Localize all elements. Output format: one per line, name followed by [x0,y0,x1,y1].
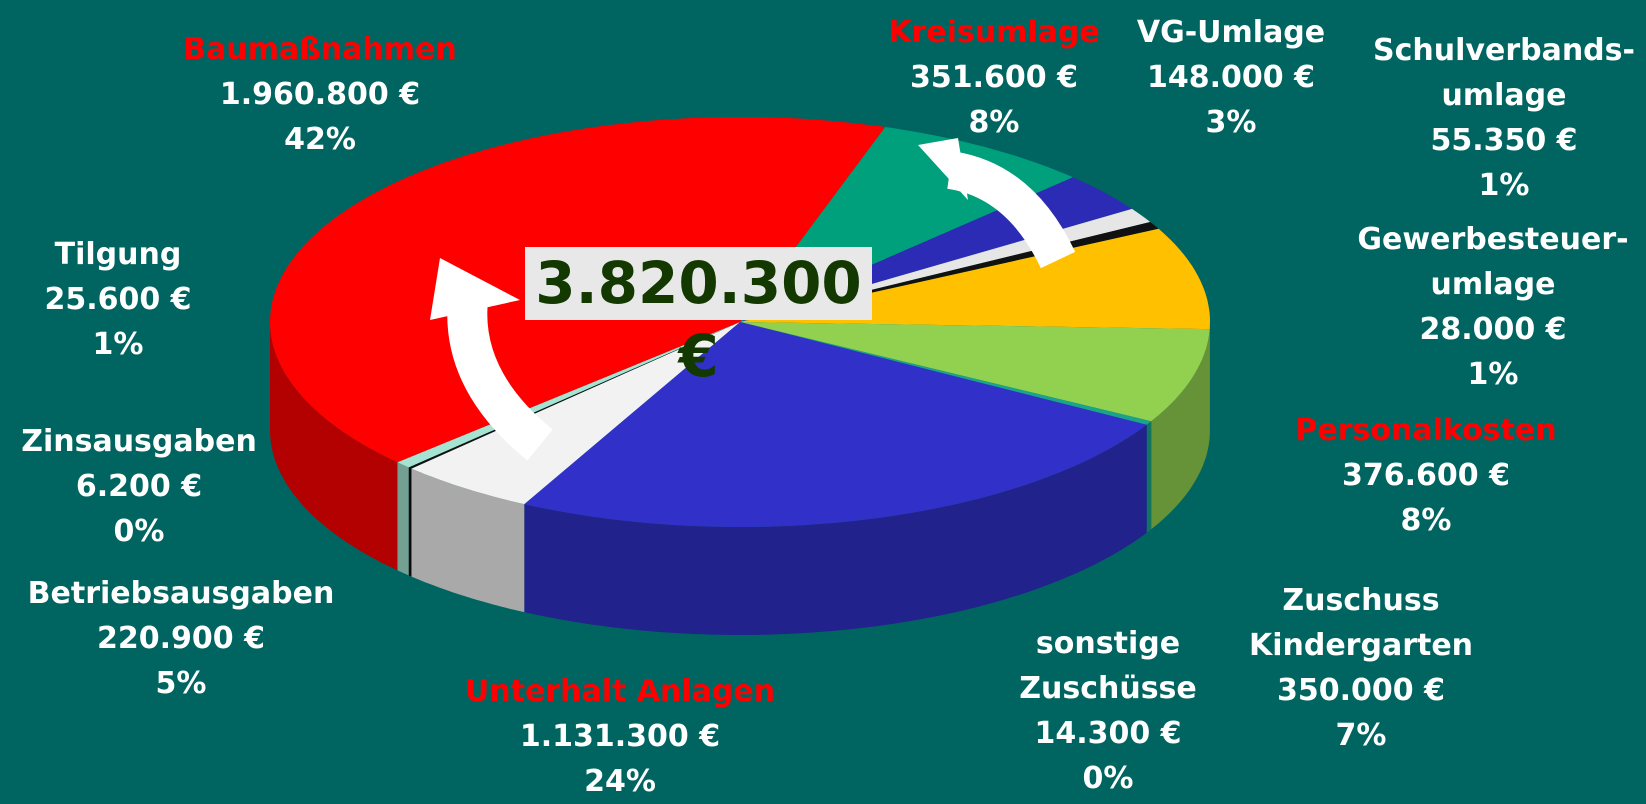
value-label: 376.600 € [1295,453,1556,498]
value-label: 350.000 € [1249,668,1473,713]
value-label: 25.600 € [44,277,191,322]
pie [270,117,1210,635]
category-name: VG-Umlage [1137,10,1325,55]
category-name: Gewerbesteuer- umlage [1357,217,1628,307]
category-name: Zuschuss Kindergarten [1249,578,1473,668]
percent-label: 42% [183,117,456,162]
category-name: Schulverbands- umlage [1373,28,1635,118]
category-name: Betriebsausgaben [28,571,335,616]
category-name: Tilgung [44,232,191,277]
value-label: 1.131.300 € [465,714,775,759]
category-name: Zinsausgaben [21,419,257,464]
value-label: 351.600 € [888,55,1100,100]
category-name: sonstige Zuschüsse [1019,621,1197,711]
percent-label: 5% [28,661,335,706]
category-name: Baumaßnahmen [183,27,456,72]
percent-label: 24% [465,759,775,804]
percent-label: 8% [1295,498,1556,543]
value-label: 1.960.800 € [183,72,456,117]
percent-label: 3% [1137,100,1325,145]
slice-side [409,467,412,576]
value-label: 148.000 € [1137,55,1325,100]
percent-label: 8% [888,100,1100,145]
value-label: 28.000 € [1357,307,1628,352]
total-label: 3.820.300 € [525,247,872,320]
percent-label: 0% [21,509,257,554]
percent-label: 1% [1373,163,1635,208]
category-name: Unterhalt Anlagen [465,669,775,714]
percent-label: 1% [44,322,191,367]
slice-side [1147,421,1152,533]
percent-label: 7% [1249,713,1473,758]
slice-side [397,462,408,575]
category-name: Kreisumlage [888,10,1100,55]
value-label: 55.350 € [1373,118,1635,163]
category-name: Personalkosten [1295,408,1556,453]
percent-label: 0% [1019,756,1197,801]
value-label: 14.300 € [1019,711,1197,756]
value-label: 6.200 € [21,464,257,509]
percent-label: 1% [1357,352,1628,397]
value-label: 220.900 € [28,616,335,661]
